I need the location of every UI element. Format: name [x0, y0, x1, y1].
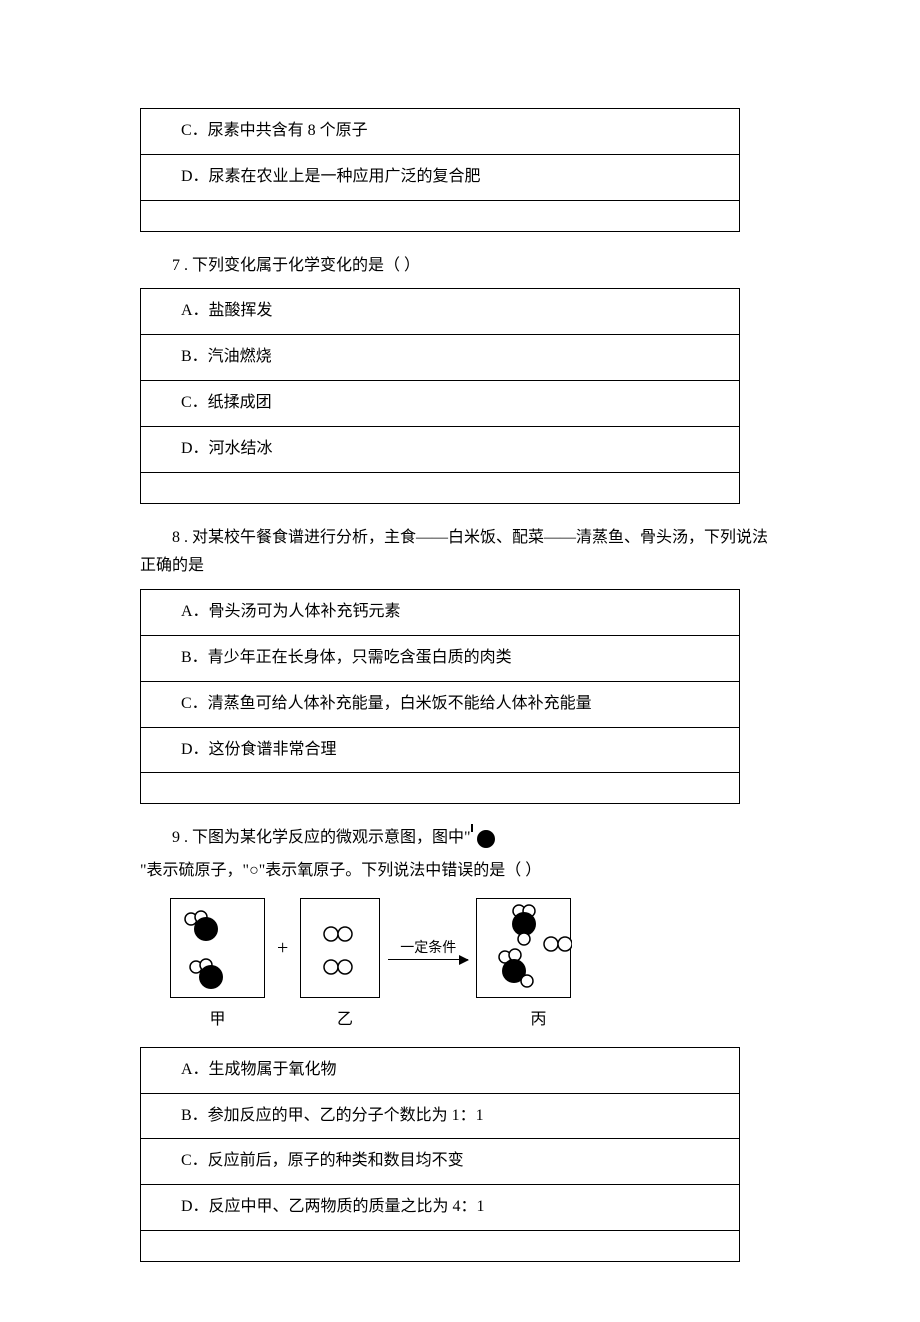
oxygen-atom-icon — [518, 933, 530, 945]
q6-option-d: D．尿素在农业上是一种应用广泛的复合肥 — [141, 155, 739, 201]
q8-empty-row — [141, 773, 739, 803]
q9-option-c: C．反应前后，原子的种类和数目均不变 — [141, 1139, 739, 1185]
q9-option-d: D．反应中甲、乙两物质的质量之比为 4：1 — [141, 1185, 739, 1231]
q6-options-table: C．尿素中共含有 8 个原子 D．尿素在农业上是一种应用广泛的复合肥 — [140, 108, 740, 232]
q8-options-table: A．骨头汤可为人体补充钙元素 B．青少年正在长身体，只需吃含蛋白质的肉类 C．清… — [140, 589, 740, 804]
reaction-arrow: 一定条件 — [388, 936, 468, 961]
label-yi: 乙 — [305, 1006, 385, 1035]
sulfur-atom-icon — [199, 965, 223, 989]
oxygen-atom-icon — [558, 937, 572, 951]
q9-question-line1: 9 . 下图为某化学反应的微观示意图，图中" — [140, 824, 820, 853]
tick-mark-icon — [471, 824, 473, 832]
reaction-diagram: + 一定条件 — [170, 898, 820, 998]
q6-empty-row — [141, 201, 739, 231]
label-bing: 丙 — [491, 1006, 586, 1035]
oxygen-atom-icon — [338, 960, 352, 974]
oxygen-atom-icon — [324, 960, 338, 974]
oxygen-atom-icon — [324, 927, 338, 941]
label-jia: 甲 — [170, 1006, 265, 1035]
sulfur-atom-icon — [477, 830, 495, 848]
q8-question-text: 8 . 对某校午餐食谱进行分析，主食——白米饭、配菜——清蒸鱼、骨头汤，下列说法… — [140, 524, 780, 582]
q8-option-a: A．骨头汤可为人体补充钙元素 — [141, 590, 739, 636]
q9-question-line2: "表示硫原子，"○"表示氧原子。下列说法中错误的是（ ） — [140, 857, 820, 886]
q7-option-b: B．汽油燃烧 — [141, 335, 739, 381]
oxygen-atom-icon — [338, 927, 352, 941]
q8-option-b: B．青少年正在长身体，只需吃含蛋白质的肉类 — [141, 636, 739, 682]
plus-icon: + — [273, 930, 292, 966]
q9-options-table: A．生成物属于氧化物 B．参加反应的甲、乙的分子个数比为 1：1 C．反应前后，… — [140, 1047, 740, 1262]
q9-empty-row — [141, 1231, 739, 1261]
q7-option-c: C．纸揉成团 — [141, 381, 739, 427]
arrow-label: 一定条件 — [400, 936, 456, 961]
q7-question-text: 7 . 下列变化属于化学变化的是（ ） — [140, 252, 820, 281]
q8-option-d: D．这份食谱非常合理 — [141, 728, 739, 774]
diagram-box-yi — [300, 898, 380, 998]
q7-empty-row — [141, 473, 739, 503]
diagram-box-bing — [476, 898, 571, 998]
q9-option-b: B．参加反应的甲、乙的分子个数比为 1：1 — [141, 1094, 739, 1140]
q8-option-c: C．清蒸鱼可给人体补充能量，白米饭不能给人体补充能量 — [141, 682, 739, 728]
diagram-labels: 甲 乙 丙 — [170, 1006, 820, 1035]
diagram-box-jia — [170, 898, 265, 998]
arrow-line-icon — [388, 959, 468, 961]
oxygen-atom-icon — [544, 937, 558, 951]
q7-options-table: A．盐酸挥发 B．汽油燃烧 C．纸揉成团 D．河水结冰 — [140, 288, 740, 503]
sulfur-atom-icon — [194, 917, 218, 941]
q7-option-d: D．河水结冰 — [141, 427, 739, 473]
q7-option-a: A．盐酸挥发 — [141, 289, 739, 335]
q6-option-c: C．尿素中共含有 8 个原子 — [141, 109, 739, 155]
oxygen-atom-icon — [521, 975, 533, 987]
q9-option-a: A．生成物属于氧化物 — [141, 1048, 739, 1094]
